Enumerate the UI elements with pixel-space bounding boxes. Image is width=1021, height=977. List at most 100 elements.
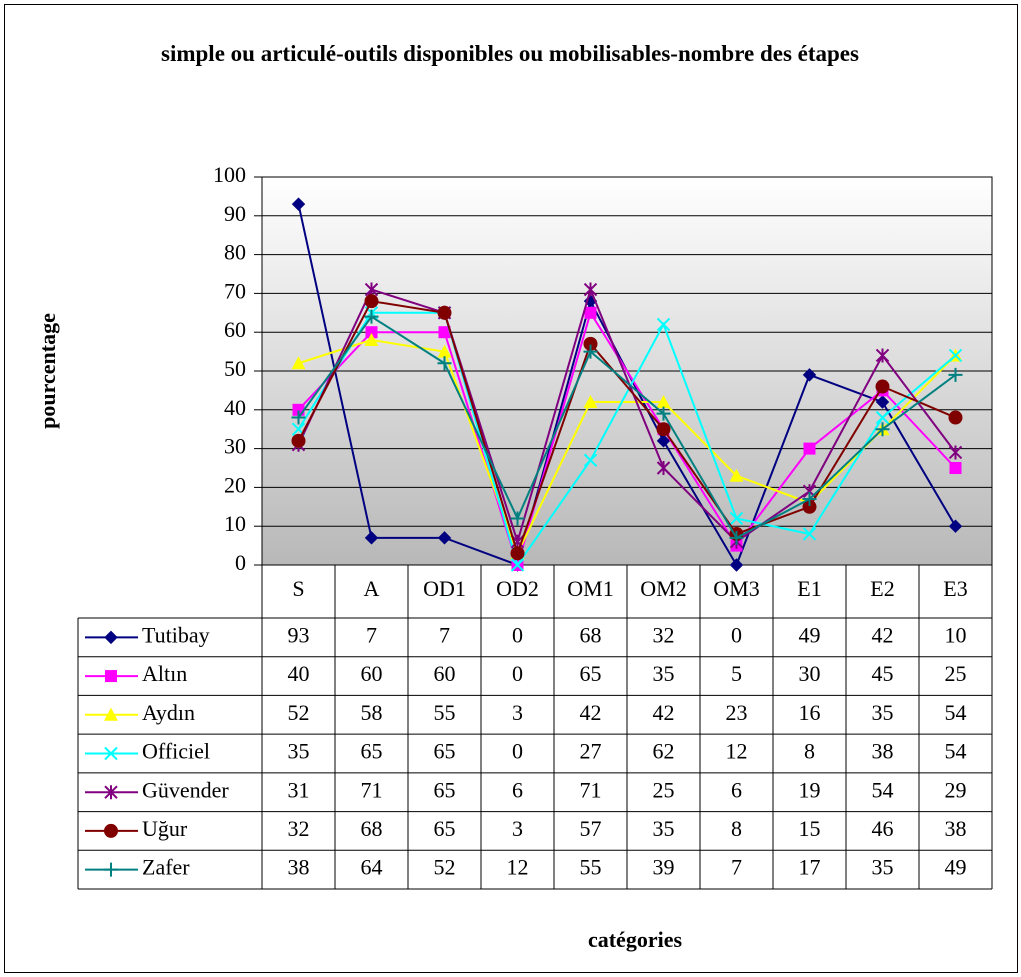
x-tick-label: OM3 [713, 576, 759, 601]
marker [104, 630, 118, 645]
series-line [297, 311, 957, 568]
table-value: 35 [653, 816, 675, 841]
y-tick-label: 40 [224, 395, 246, 420]
table-value: 38 [872, 739, 894, 764]
table-value: 49 [799, 622, 821, 647]
table-value: 54 [945, 700, 967, 725]
table-value: 45 [872, 661, 894, 686]
y-tick-label: 80 [224, 240, 246, 265]
table-value: 65 [434, 739, 456, 764]
marker [365, 326, 378, 339]
marker [583, 282, 598, 297]
table-value: 60 [434, 661, 456, 686]
marker [583, 344, 598, 359]
marker [104, 785, 118, 800]
legend-label: Tutibay [142, 622, 210, 647]
y-tick-label: 70 [224, 278, 246, 303]
table-value: 49 [945, 855, 967, 880]
chart-title: simple ou articulé-outils disponibles ou… [161, 41, 859, 66]
table-value: 30 [799, 661, 821, 686]
table-value: 42 [653, 700, 675, 725]
marker [729, 530, 744, 545]
marker [948, 410, 963, 425]
x-tick-label: S [292, 576, 304, 601]
marker [438, 326, 451, 339]
table-value: 7 [731, 855, 742, 880]
table-value: 25 [653, 777, 675, 802]
marker [729, 511, 744, 526]
marker [802, 492, 817, 507]
legend-label: Officiel [142, 739, 210, 764]
x-tick-label: E1 [797, 576, 821, 601]
x-tick-label: E3 [943, 576, 967, 601]
table-value: 32 [288, 816, 310, 841]
marker [364, 309, 379, 324]
marker [364, 294, 379, 309]
table-value: 15 [799, 816, 821, 841]
table-value: 16 [799, 700, 821, 725]
table-value: 0 [512, 622, 523, 647]
table-value: 0 [512, 661, 523, 686]
marker [291, 356, 306, 370]
table-value: 42 [872, 622, 894, 647]
marker [948, 445, 963, 460]
marker [875, 379, 890, 394]
table-value: 6 [512, 777, 523, 802]
marker [729, 468, 744, 482]
table-value: 17 [799, 855, 821, 880]
marker [803, 442, 816, 455]
marker [583, 453, 598, 467]
series-line [298, 338, 957, 556]
marker [949, 462, 962, 474]
table-value: 27 [580, 739, 602, 764]
y-tick-label: 100 [213, 162, 246, 187]
table-value: 35 [288, 739, 310, 764]
table-value: 10 [945, 622, 967, 647]
series-line [297, 315, 957, 540]
x-tick-label: OM2 [640, 576, 686, 601]
marker [104, 862, 118, 877]
table-value: 25 [945, 661, 967, 686]
series-line [297, 300, 956, 557]
table-value: 7 [439, 622, 450, 647]
x-tick-label: E2 [870, 576, 894, 601]
table-value: 7 [366, 622, 377, 647]
y-tick-label: 60 [224, 317, 246, 342]
x-axis-label: catégories [588, 927, 682, 952]
legend-label: Altın [142, 661, 187, 686]
table-value: 0 [512, 739, 523, 764]
marker [875, 395, 890, 409]
marker [802, 527, 817, 541]
table-value: 62 [653, 739, 675, 764]
table-value: 32 [653, 622, 675, 647]
legend-label: Aydın [142, 700, 195, 725]
y-tick-label: 90 [224, 201, 246, 226]
marker [104, 707, 118, 721]
marker [802, 499, 817, 514]
table-value: 54 [872, 777, 894, 802]
table-value: 38 [945, 816, 967, 841]
marker [802, 368, 817, 382]
table-value: 8 [731, 816, 742, 841]
table-value: 52 [434, 855, 456, 880]
table-value: 39 [653, 855, 675, 880]
table-value: 57 [580, 816, 602, 841]
table-value: 54 [945, 739, 967, 764]
marker [291, 433, 306, 448]
table-value: 65 [434, 777, 456, 802]
table-value: 19 [799, 777, 821, 802]
table-value: 31 [288, 777, 310, 802]
series-line [297, 286, 957, 546]
table-value: 58 [361, 700, 383, 725]
table-value: 42 [580, 700, 602, 725]
marker [948, 519, 963, 533]
table-value: 3 [512, 700, 523, 725]
y-tick-label: 20 [224, 472, 246, 497]
marker [437, 305, 452, 320]
table-value: 52 [288, 700, 310, 725]
marker [437, 356, 452, 371]
table-value: 60 [361, 661, 383, 686]
marker [656, 317, 671, 332]
table-value: 65 [580, 661, 602, 686]
